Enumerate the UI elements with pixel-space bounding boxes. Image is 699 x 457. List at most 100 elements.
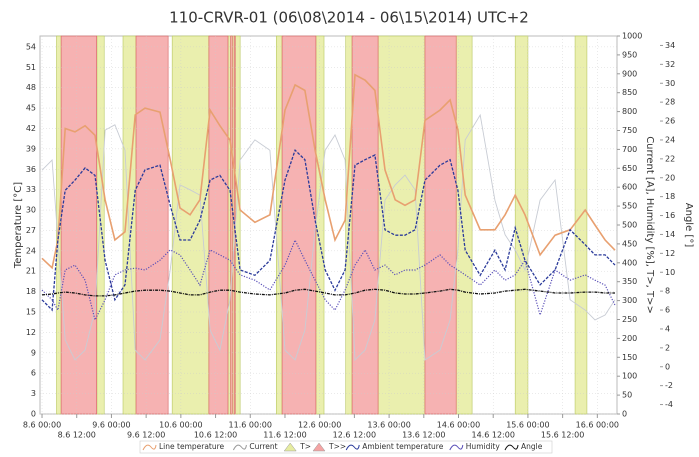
y2-tick-label: 200 (622, 334, 637, 343)
y2-tick-label: 50 (622, 391, 632, 400)
y-tick-label: 24 (26, 246, 36, 255)
y3-tick-label: 20 (665, 173, 675, 182)
y-tick-label: 18 (26, 287, 36, 296)
legend-label: Humidity (466, 442, 501, 451)
y2-tick-label: 550 (622, 202, 637, 211)
y2-axis-title: Current [A], Humidity [%], T>, T>> (644, 136, 655, 314)
legend-icon (449, 444, 464, 451)
chart-title: 110-CRVR-01 (06\08\2014 - 06\15\2014) UT… (169, 9, 529, 27)
band (351, 35, 379, 415)
y3-tick-label: 6 (665, 306, 670, 315)
y-tick-label: 45 (26, 104, 36, 113)
y2-tick-label: 400 (622, 258, 637, 267)
y-tick-label: 36 (26, 165, 36, 174)
band (135, 35, 169, 415)
y-tick-label: 48 (26, 83, 36, 92)
series-line (41, 73, 616, 270)
y3-tick-label: 10 (665, 268, 675, 277)
y-tick-label: 30 (26, 206, 36, 215)
y3-axis-title: Angle [°] (683, 203, 694, 248)
y3-tick-label: 4 (665, 324, 670, 333)
y-tick-label: 42 (26, 124, 36, 133)
x-tick-label: 9.6 12:00 (127, 431, 165, 440)
y2-tick-label: 750 (622, 126, 637, 135)
y2-tick-label: 850 (622, 88, 637, 97)
band (208, 35, 229, 415)
legend-label: Angle (521, 442, 543, 451)
x-tick-label: 16.6 00:00 (576, 421, 619, 430)
y3-tick-label: 26 (665, 117, 675, 126)
band (281, 35, 317, 415)
x-tick-label: 11.6 12:00 (263, 431, 306, 440)
legend-icon (283, 442, 297, 452)
band (60, 35, 97, 415)
legend-label: Current (249, 442, 277, 451)
y-tick-label: 51 (26, 63, 36, 72)
y2-tick-label: 350 (622, 277, 637, 286)
y3-tick-label: 30 (665, 79, 675, 88)
y2-tick-label: 700 (622, 145, 637, 154)
legend-label: Ambient temperature (362, 442, 444, 451)
y2-tick-label: 950 (622, 50, 637, 59)
x-tick-label: 11.6 00:00 (229, 421, 272, 430)
band (315, 35, 325, 415)
y2-tick-label: 500 (622, 221, 637, 230)
legend-box (139, 440, 553, 454)
legend-icon (142, 444, 157, 451)
y2-tick-label: 100 (622, 372, 637, 381)
y-tick-label: 6 (31, 369, 36, 378)
series-line (41, 238, 616, 322)
legend-label: Line temperature (159, 442, 225, 451)
y2-tick-label: 800 (622, 107, 637, 116)
x-tick-label: 15.6 12:00 (541, 431, 584, 440)
x-tick-label: 8.6 12:00 (58, 431, 96, 440)
legend-icon (312, 442, 326, 452)
y3-tick-label: 14 (665, 230, 675, 239)
band (514, 35, 529, 415)
legend-icon (232, 444, 247, 451)
band (424, 35, 457, 415)
y2-tick-label: 0 (622, 410, 627, 419)
x-tick-label: 10.6 12:00 (194, 431, 237, 440)
x-tick-label: 8.6 00:00 (23, 421, 61, 430)
band (230, 35, 233, 415)
x-tick-label: 13.6 12:00 (402, 431, 445, 440)
y3-tick-label: 18 (665, 192, 675, 201)
band (171, 35, 210, 415)
y3-tick-label: 16 (665, 211, 675, 220)
x-tick-label: 10.6 00:00 (159, 421, 202, 430)
y-tick-label: 15 (26, 308, 36, 317)
band (574, 35, 588, 415)
y-axis-title: Temperature [°C] (13, 182, 24, 269)
y-tick-label: 54 (26, 42, 36, 51)
x-tick-label: 14.6 00:00 (437, 421, 480, 430)
x-tick-label: 12.6 12:00 (333, 431, 376, 440)
legend-icon (345, 444, 360, 451)
series-line (41, 149, 616, 312)
series-line (41, 113, 616, 361)
y3-tick-label: 34 (665, 41, 675, 50)
y3-tick-label: 22 (665, 154, 675, 163)
y-tick-label: 3 (31, 389, 36, 398)
x-tick-label: 12.6 00:00 (298, 421, 341, 430)
x-tick-label: 15.6 00:00 (506, 421, 549, 430)
y2-tick-label: 450 (622, 239, 637, 248)
y2-tick-label: 300 (622, 296, 637, 305)
y3-tick-label: 2 (665, 343, 670, 352)
legend-label: T>> (328, 442, 346, 451)
y-tick-label: 0 (31, 410, 36, 419)
y-tick-label: 9 (31, 348, 36, 357)
legend-label: T> (299, 442, 311, 451)
y3-tick-label: 8 (665, 287, 670, 296)
y3-tick-label: 12 (665, 249, 675, 258)
y-tick-label: 12 (26, 328, 36, 337)
y2-tick-label: 150 (622, 353, 637, 362)
y3-tick-label: 28 (665, 98, 675, 107)
y-tick-label: 33 (26, 185, 36, 194)
y2-tick-label: 650 (622, 164, 637, 173)
legend-icon (504, 444, 519, 451)
y3-tick-label: 24 (665, 135, 675, 144)
y3-tick-label: -2 (665, 381, 673, 390)
y3-tick-label: 32 (665, 60, 675, 69)
